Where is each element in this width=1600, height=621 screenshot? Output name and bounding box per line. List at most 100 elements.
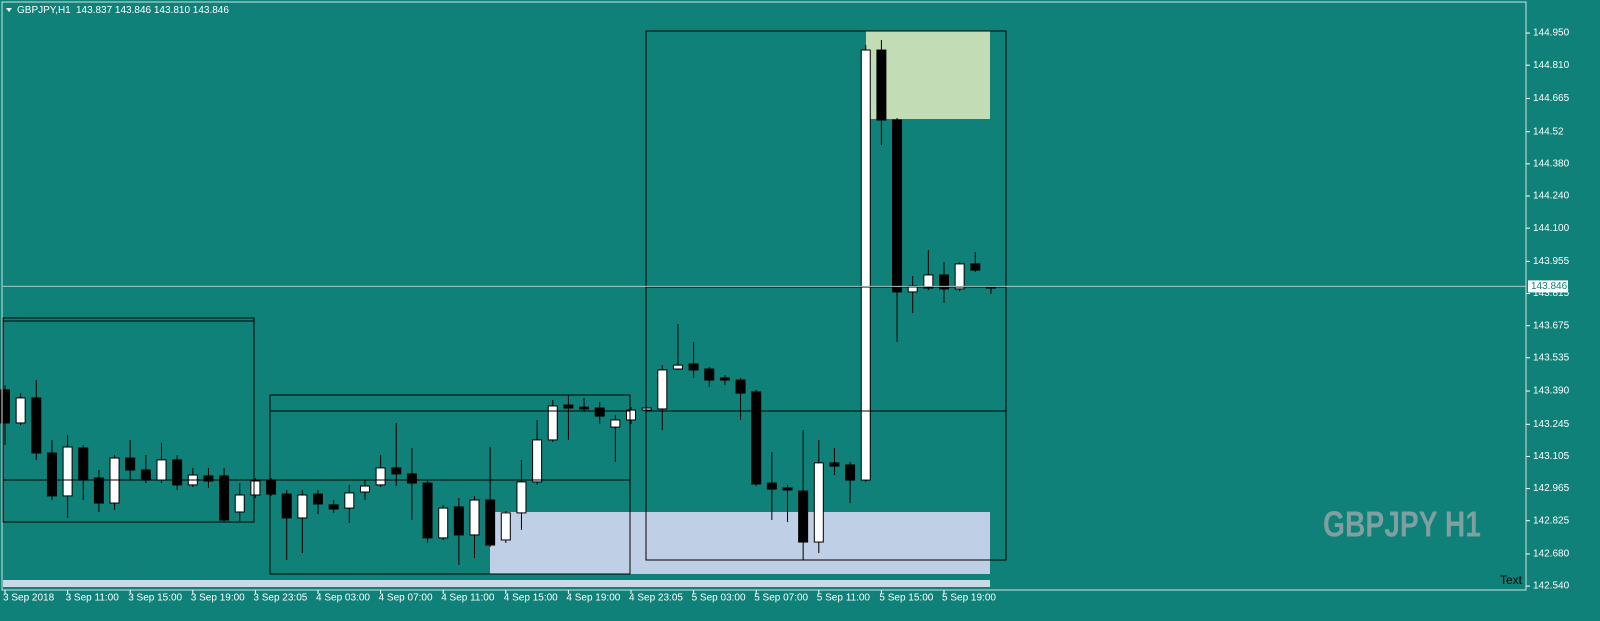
y-tick-label: 143.105	[1533, 451, 1570, 462]
range-box	[269, 394, 631, 575]
header: GBPJPY,H1 143.837 143.846 143.810 143.846	[17, 5, 229, 16]
y-tick-label: 143.535	[1533, 352, 1570, 363]
candle-body	[939, 274, 949, 290]
y-tick-label: 144.52	[1533, 126, 1564, 137]
y-tick-label: 142.540	[1533, 581, 1570, 592]
candle-body	[610, 419, 621, 428]
watermark: GBPJPY H1	[1323, 504, 1481, 545]
current-price-label: 143.846	[1531, 281, 1568, 292]
x-tick-label: 4 Sep 19:00	[566, 593, 620, 604]
candle-body	[626, 409, 636, 421]
candle-body	[359, 485, 370, 493]
y-tick-label: 143.955	[1533, 256, 1570, 267]
candle-body	[532, 439, 543, 483]
candle-body	[798, 490, 809, 543]
x-tick-label: 4 Sep 07:00	[379, 593, 433, 604]
candle-body	[594, 407, 605, 417]
candle-body	[328, 504, 339, 510]
candle-body	[297, 494, 308, 519]
candle-body	[62, 446, 73, 497]
y-tick-label: 144.810	[1533, 60, 1570, 71]
candle-body	[547, 405, 558, 441]
x-tick-label: 5 Sep 15:00	[879, 593, 933, 604]
y-tick-label: 144.665	[1533, 93, 1570, 104]
candle-body	[281, 493, 292, 519]
ohlc-values: 143.837 143.846 143.810 143.846	[76, 5, 229, 16]
candle-body	[453, 506, 464, 536]
x-tick-label: 5 Sep 07:00	[754, 593, 808, 604]
candle-body	[688, 363, 699, 371]
candle-body	[751, 391, 762, 485]
y-tick-label: 144.100	[1533, 223, 1570, 234]
y-tick-label: 144.380	[1533, 159, 1570, 170]
candle-body	[563, 404, 574, 409]
y-tick-label: 143.390	[1533, 386, 1570, 397]
candle-body	[172, 459, 183, 486]
candle-body	[46, 452, 57, 497]
candle-body	[876, 49, 887, 121]
candle-body	[109, 457, 120, 504]
y-tick-label: 142.680	[1533, 549, 1570, 560]
candle-body	[970, 263, 981, 271]
candle-body	[31, 397, 42, 454]
x-tick-label: 3 Sep 19:00	[191, 593, 245, 604]
candle-body	[422, 482, 433, 539]
menu-arrow[interactable]	[6, 8, 12, 12]
y-tick-label: 142.965	[1533, 483, 1570, 494]
x-tick-label: 3 Sep 2018	[3, 593, 55, 604]
candle-body	[719, 377, 730, 381]
candle-body	[516, 481, 527, 514]
y-tick-label: 142.825	[1533, 515, 1570, 526]
x-tick-label: 3 Sep 11:00	[66, 593, 120, 604]
current-price-box	[1528, 280, 1568, 293]
candle-body	[829, 462, 840, 467]
candle-body	[219, 475, 230, 521]
demand-zone	[490, 512, 990, 574]
candle-body	[0, 389, 10, 424]
drawn-objects	[2, 30, 1007, 575]
candle-body	[672, 364, 683, 370]
y-tick-label: 143.815	[1533, 288, 1570, 299]
candle-body	[657, 369, 668, 410]
supply-zone	[866, 31, 990, 119]
x-tick-label: 4 Sep 03:00	[316, 593, 370, 604]
candle-body	[93, 477, 104, 504]
y-tick-label: 143.245	[1533, 419, 1570, 430]
x-tick-label: 4 Sep 11:00	[441, 593, 495, 604]
candle-body	[704, 368, 715, 381]
candle-body	[813, 462, 824, 543]
symbol-title: GBPJPY,H1	[17, 5, 71, 16]
y-tick-label: 144.950	[1533, 28, 1570, 39]
x-tick-label: 4 Sep 23:05	[629, 593, 683, 604]
candle-body	[954, 263, 965, 290]
candle-body	[766, 482, 777, 490]
candle-body	[892, 119, 903, 293]
x-tick-label: 5 Sep 11:00	[817, 593, 871, 604]
candle-body	[344, 492, 355, 509]
x-tick-label: 3 Sep 23:05	[253, 593, 307, 604]
range-box	[2, 317, 255, 523]
candle-body	[438, 507, 449, 539]
candle-body	[203, 475, 214, 482]
range-box	[645, 30, 1007, 561]
y-tick-label: 144.240	[1533, 191, 1570, 202]
y-tick-label: 143.675	[1533, 320, 1570, 331]
candle-body	[406, 473, 417, 484]
candle-body	[579, 406, 590, 410]
candle-body	[469, 499, 480, 536]
x-tick-label: 5 Sep 03:00	[692, 593, 746, 604]
candle-body	[735, 379, 746, 394]
zone-strip	[3, 580, 990, 587]
candle-body	[485, 499, 496, 546]
candle-body	[641, 407, 652, 411]
candle-body	[78, 447, 89, 481]
candle-body	[15, 397, 26, 424]
candle-body	[266, 480, 277, 495]
corner-text: Text	[1500, 573, 1523, 587]
x-tick-label: 4 Sep 15:00	[504, 593, 558, 604]
candle-body	[234, 494, 245, 513]
candle-body	[845, 464, 856, 481]
candle-body	[156, 459, 167, 481]
